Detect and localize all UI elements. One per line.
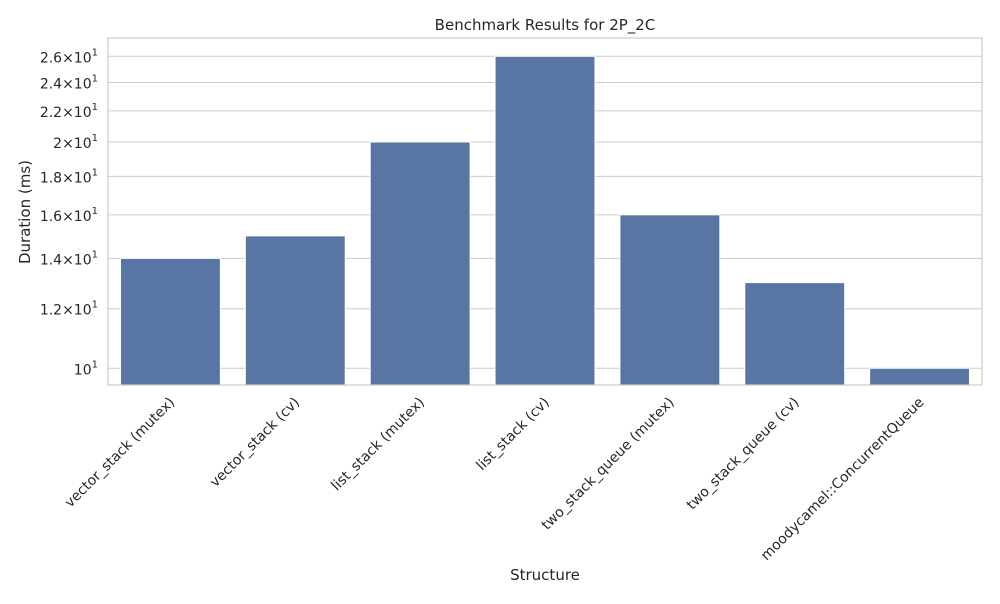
bar xyxy=(494,55,596,386)
bar xyxy=(244,235,346,386)
y-tick-label: 2.6×101 xyxy=(40,47,98,66)
y-tick-label: 1.6×101 xyxy=(40,206,98,225)
bar xyxy=(869,367,971,386)
bar xyxy=(369,141,471,386)
y-tick-label: 1.2×101 xyxy=(40,300,98,319)
x-axis-label: Structure xyxy=(510,566,580,584)
y-tick-labels: 101 1.2×101 1.4×101 1.6×101 1.8×101 2×101 2.2×… xyxy=(40,47,98,378)
y-tick-label: 1.4×101 xyxy=(40,249,98,268)
x-tick-label: two_stack_queue (mutex) xyxy=(539,395,678,534)
y-tick-label: 2.4×101 xyxy=(40,73,98,92)
bars-layer xyxy=(119,55,971,386)
x-tick-label: vector_stack (mutex) xyxy=(62,395,178,511)
y-tick-label: 101 xyxy=(74,359,98,378)
y-tick-label: 2×101 xyxy=(53,133,98,152)
x-tick-label: list_stack (cv) xyxy=(474,395,553,474)
bar xyxy=(119,257,221,386)
y-axis-label: Duration (ms) xyxy=(16,160,34,264)
y-tick-label: 1.8×101 xyxy=(40,167,98,186)
plot-frame xyxy=(107,37,983,386)
x-tick-label: vector_stack (cv) xyxy=(207,395,303,491)
bar xyxy=(744,282,846,386)
x-tick-label: list_stack (mutex) xyxy=(328,395,428,495)
x-tick-labels: vector_stack (mutex) vector_stack (cv) lis… xyxy=(62,395,928,564)
x-tick-label: two_stack_queue (cv) xyxy=(684,395,803,514)
chart-title: Benchmark Results for 2P_2C xyxy=(435,16,656,35)
bar xyxy=(619,214,721,386)
y-tick-label: 2.2×101 xyxy=(40,102,98,121)
